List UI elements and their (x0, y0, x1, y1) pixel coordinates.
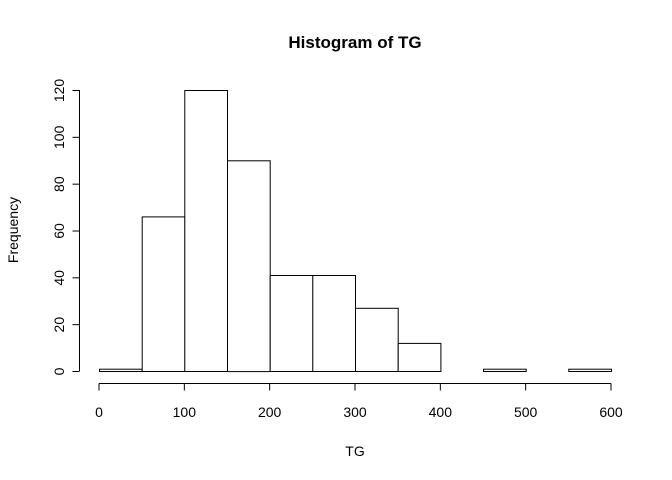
histogram-bar (269, 275, 314, 372)
x-tick-label: 0 (95, 404, 103, 420)
x-axis-label: TG (345, 443, 364, 459)
histogram-bar (312, 275, 356, 372)
x-axis: 0 100 200 300 400 500 600 (95, 383, 623, 420)
y-tick-label: 20 (51, 317, 67, 333)
histogram-bar (397, 342, 442, 372)
histogram-bar (99, 368, 143, 373)
x-tick-label: 400 (429, 404, 453, 420)
y-tick-label: 40 (51, 270, 67, 286)
histogram-bar (355, 307, 399, 372)
y-axis-label: Frequency (5, 197, 21, 263)
y-axis: 0 20 40 60 80 100 120 (51, 79, 80, 375)
x-tick-label: 300 (343, 404, 367, 420)
chart-title: Histogram of TG (288, 33, 421, 52)
histogram-bar (227, 160, 271, 373)
x-tick-label: 600 (599, 404, 623, 420)
y-tick-label: 0 (51, 367, 67, 375)
y-tick-label: 60 (51, 223, 67, 239)
histogram-bar (483, 368, 527, 373)
bars (99, 90, 612, 373)
histogram-bar (568, 368, 612, 373)
x-tick-label: 200 (258, 404, 282, 420)
x-tick-label: 500 (514, 404, 538, 420)
histogram-bar (184, 90, 229, 372)
y-tick-label: 80 (51, 176, 67, 192)
y-tick-label: 120 (51, 79, 67, 103)
x-tick-label: 100 (173, 404, 197, 420)
histogram-bar (141, 216, 186, 372)
y-tick-label: 100 (51, 125, 67, 149)
